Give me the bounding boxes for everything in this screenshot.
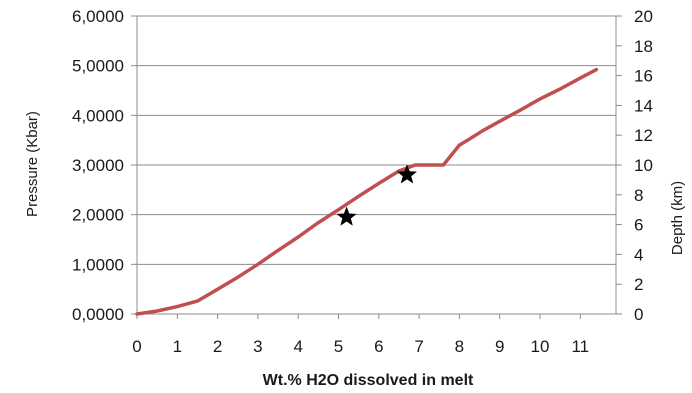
marker-layer — [336, 164, 418, 226]
y-tick-label-1: 1,0000 — [72, 255, 124, 274]
y2-tick-label-5: 10 — [634, 156, 653, 175]
x-tick-label-0: 0 — [132, 337, 141, 356]
y2-tick-label-6: 12 — [634, 126, 653, 145]
y2-tick-label-8: 16 — [634, 67, 653, 86]
y-tick-label-3: 3,0000 — [72, 156, 124, 175]
y2-tick-label-7: 14 — [634, 96, 653, 115]
x-axis-title: Wt.% H2O dissolved in melt — [263, 372, 474, 389]
label-layer: Pressure (Kbar) Depth (km) Wt.% H2O diss… — [24, 111, 686, 389]
y-tick-label-0: 0,0000 — [72, 305, 124, 324]
axis-layer: 0,0000 1,0000 2,0000 3,0000 4,0000 5,0000 6,00… — [72, 7, 653, 356]
x-tick-label-2: 2 — [213, 337, 222, 356]
y2-tick-label-2: 4 — [634, 245, 643, 264]
y-tick-label-5: 5,0000 — [72, 57, 124, 76]
y-tick-label-4: 4,0000 — [72, 106, 124, 125]
star-marker-0 — [336, 206, 357, 226]
grid-layer — [137, 15, 616, 315]
star-marker-1 — [396, 164, 418, 184]
x-tick-label-4: 4 — [293, 337, 302, 356]
y2-tick-label-9: 18 — [634, 37, 653, 56]
series-layer — [135, 67, 599, 316]
x-tick-label-10: 10 — [531, 337, 550, 356]
y-tick-label-2: 2,0000 — [72, 206, 124, 225]
y2-tick-label-1: 2 — [634, 275, 643, 294]
x-tick-label-9: 9 — [495, 337, 504, 356]
x-tick-label-1: 1 — [173, 337, 182, 356]
x-tick-label-3: 3 — [253, 337, 262, 356]
x-tick-label-6: 6 — [374, 337, 383, 356]
y2-tick-label-0: 0 — [634, 305, 643, 324]
x-tick-label-7: 7 — [414, 337, 423, 356]
x-tick-label-5: 5 — [334, 337, 343, 356]
y-axis-title: Pressure (Kbar) — [24, 111, 41, 217]
y2-tick-label-4: 8 — [634, 186, 643, 205]
series-line-0 — [135, 67, 599, 316]
y2-axis-title: Depth (km) — [669, 181, 686, 255]
x-tick-label-11: 11 — [571, 337, 589, 356]
x-tick-label-8: 8 — [455, 337, 464, 356]
y2-tick-label-3: 6 — [634, 216, 643, 235]
y2-tick-label-10: 20 — [634, 7, 653, 26]
y-tick-label-6: 6,0000 — [72, 7, 124, 26]
